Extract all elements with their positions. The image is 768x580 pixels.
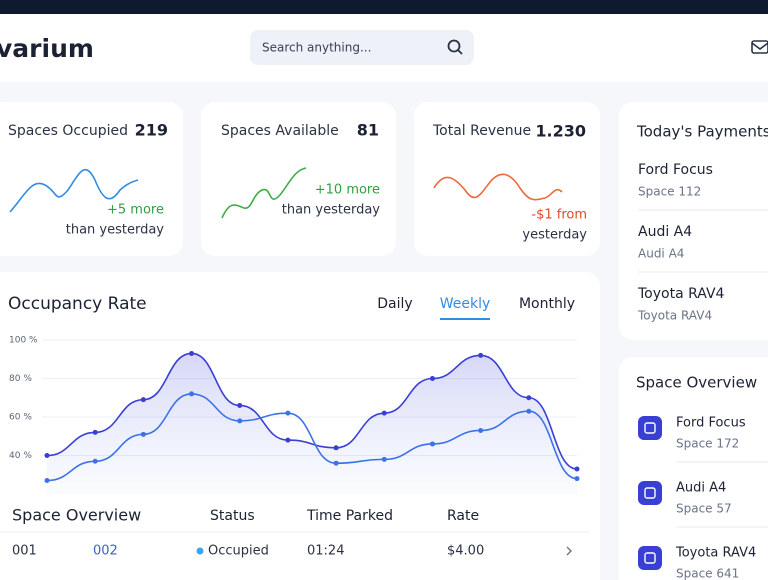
car-icon <box>638 481 662 505</box>
line <box>46 393 578 482</box>
payment-name: Audi A4 <box>638 224 692 240</box>
stat-note: than yesterday <box>282 203 381 218</box>
cell: Occupied <box>208 544 269 559</box>
search-icon[interactable] <box>447 39 463 55</box>
stat-change: +5 more <box>107 203 164 218</box>
cell: 002 <box>93 544 118 559</box>
point <box>44 478 50 484</box>
y-tick-label: 100 % <box>9 336 38 346</box>
chevron[interactable] <box>566 546 572 556</box>
payment-name: Ford Focus <box>638 162 713 178</box>
payment-detail: Audi A4 <box>638 247 684 261</box>
status-dot <box>196 547 204 555</box>
overview-detail: Space 172 <box>676 437 739 451</box>
stat-change: +10 more <box>315 183 380 198</box>
point <box>381 456 387 462</box>
y-tick-label: 40 % <box>9 451 32 461</box>
stat-value: 81 <box>357 121 379 140</box>
column-header: Status <box>210 508 255 524</box>
stat-card <box>414 102 600 256</box>
car-icon-glyph <box>644 422 656 434</box>
point <box>333 445 339 451</box>
mail-icon[interactable] <box>751 40 768 54</box>
sparkline <box>221 167 307 219</box>
stat-card <box>201 102 396 256</box>
point <box>189 350 195 356</box>
point <box>574 466 580 472</box>
payments-card <box>619 102 768 340</box>
stat-label: Spaces Occupied <box>8 123 128 139</box>
point <box>526 395 532 401</box>
point <box>429 376 435 381</box>
payment-detail: Space 112 <box>638 185 701 199</box>
point <box>478 352 484 358</box>
y-tick-label: 80 % <box>9 374 32 384</box>
cell: 001 <box>12 544 37 559</box>
tab[interactable]: Daily <box>377 296 412 312</box>
column-header: Time Parked <box>306 508 393 524</box>
y-tick-label: 60 % <box>9 413 32 423</box>
car-icon <box>638 546 662 570</box>
stat-label: Total Revenue <box>432 123 531 139</box>
point <box>574 476 580 482</box>
tab[interactable]: Monthly <box>519 296 575 312</box>
payments-title: Today's Payments <box>636 123 768 141</box>
stat-card <box>0 102 183 256</box>
stat-label: Spaces Available <box>221 123 339 139</box>
stat-value: 219 <box>135 121 168 140</box>
cell: $4.00 <box>447 544 484 559</box>
search-placeholder: Search anything... <box>262 41 371 55</box>
overview-name: Audi A4 <box>676 481 726 496</box>
overview-name: Toyota RAV4 <box>675 546 756 561</box>
search-box[interactable] <box>250 30 474 65</box>
car-icon-glyph <box>644 487 656 499</box>
point <box>237 418 243 424</box>
point <box>44 453 50 458</box>
logo: varium <box>0 34 94 63</box>
occupancy-card <box>0 272 600 580</box>
top-bar <box>0 0 768 14</box>
point <box>429 441 435 447</box>
column-header: Rate <box>447 508 479 524</box>
point <box>237 402 243 408</box>
point <box>381 410 387 416</box>
stat-change: -$1 from <box>531 208 587 223</box>
overview-title: Space Overview <box>636 374 757 392</box>
car-icon <box>638 416 662 440</box>
point <box>285 437 291 443</box>
point <box>333 460 339 466</box>
point <box>526 408 532 414</box>
area <box>47 353 577 494</box>
point <box>140 431 146 437</box>
car-icon-glyph <box>644 552 656 564</box>
occupancy-title: Occupancy Rate <box>8 294 147 314</box>
column-header: Space Overview <box>12 506 141 525</box>
point <box>140 397 146 403</box>
point <box>478 427 484 433</box>
point <box>189 391 195 397</box>
tab[interactable]: Weekly <box>440 296 491 312</box>
stat-value: 1.230 <box>535 122 586 141</box>
sparkline <box>9 168 139 213</box>
overview-detail: Space 57 <box>676 502 732 516</box>
stat-note: yesterday <box>522 228 587 243</box>
sparkline <box>433 173 563 201</box>
overview-name: Ford Focus <box>676 416 746 431</box>
point <box>285 410 291 416</box>
payment-detail: Toyota RAV4 <box>637 309 712 323</box>
overview-detail: Space 641 <box>676 567 739 580</box>
cell: 01:24 <box>307 544 344 559</box>
payment-name: Toyota RAV4 <box>637 286 725 302</box>
point <box>92 429 98 435</box>
point <box>92 458 98 464</box>
overview-card <box>619 357 768 580</box>
stat-note: than yesterday <box>66 223 165 238</box>
